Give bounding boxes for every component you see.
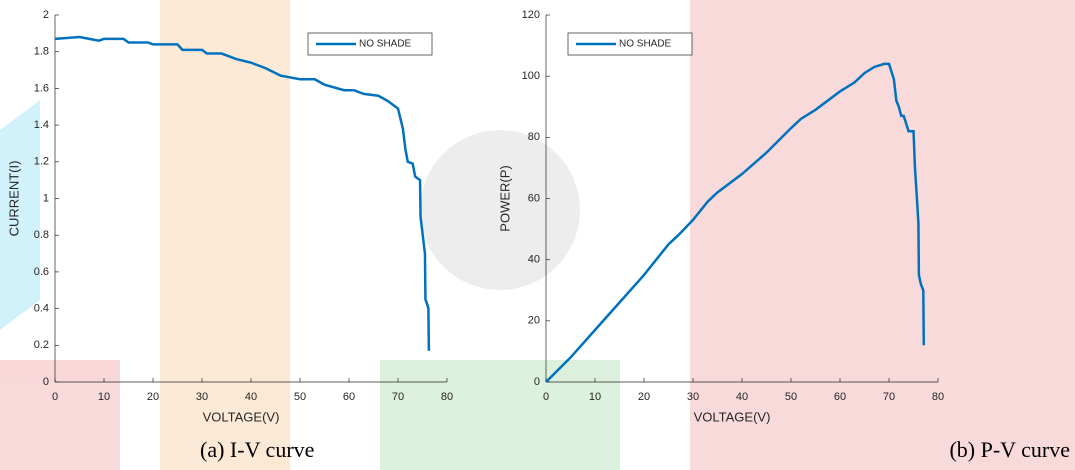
y-tick-label: 80 — [528, 131, 540, 143]
y-tick-label: 1.8 — [34, 46, 49, 58]
y-tick-label: 40 — [528, 254, 540, 266]
y-tick-label: 100 — [522, 70, 540, 82]
y-tick-label: 2 — [43, 9, 49, 21]
data-line — [545, 62, 926, 383]
caption: (a) I-V curve — [200, 437, 314, 462]
x-tick-label: 10 — [98, 391, 110, 403]
caption: (b) P-V curve — [949, 437, 1070, 462]
x-tick-label: 20 — [147, 391, 159, 403]
y-tick-label: 0.6 — [34, 266, 49, 278]
data-line — [54, 35, 431, 351]
y-tick-label: 1.2 — [34, 156, 49, 168]
x-axis-label: VOLTAGE(V) — [203, 409, 280, 424]
y-axis-label: POWER(P) — [497, 165, 512, 231]
legend-box — [307, 32, 433, 56]
x-tick-label: 80 — [441, 391, 453, 403]
y-tick-label: 0.4 — [34, 303, 49, 315]
x-tick-label: 80 — [932, 391, 944, 403]
x-tick-label: 60 — [834, 391, 846, 403]
y-axis-label: CURRENT(I) — [6, 161, 21, 237]
legend-box — [567, 32, 693, 56]
y-tick-label: 120 — [522, 9, 540, 21]
y-tick-label: 20 — [528, 315, 540, 327]
x-axis-label: VOLTAGE(V) — [694, 409, 771, 424]
x-tick-label: 10 — [589, 391, 601, 403]
y-tick-label: 0.8 — [34, 229, 49, 241]
x-tick-label: 0 — [52, 391, 58, 403]
x-tick-label: 40 — [736, 391, 748, 403]
x-tick-label: 40 — [245, 391, 257, 403]
y-tick-label: 1.6 — [34, 82, 49, 94]
x-tick-label: 30 — [687, 391, 699, 403]
y-tick-label: 0 — [534, 376, 540, 388]
x-tick-label: 50 — [785, 391, 797, 403]
x-tick-label: 70 — [883, 391, 895, 403]
legend-label: NO SHADE — [619, 39, 672, 50]
y-tick-label: 60 — [528, 192, 540, 204]
x-tick-label: 60 — [343, 391, 355, 403]
legend-label: NO SHADE — [359, 39, 412, 50]
y-tick-label: 1.4 — [34, 119, 49, 131]
x-tick-label: 20 — [638, 391, 650, 403]
x-tick-label: 70 — [392, 391, 404, 403]
x-tick-label: 30 — [196, 391, 208, 403]
x-tick-label: 50 — [294, 391, 306, 403]
y-tick-label: 0 — [43, 376, 49, 388]
y-tick-label: 0.2 — [34, 339, 49, 351]
y-tick-label: 1 — [43, 192, 49, 204]
x-tick-label: 0 — [543, 391, 549, 403]
